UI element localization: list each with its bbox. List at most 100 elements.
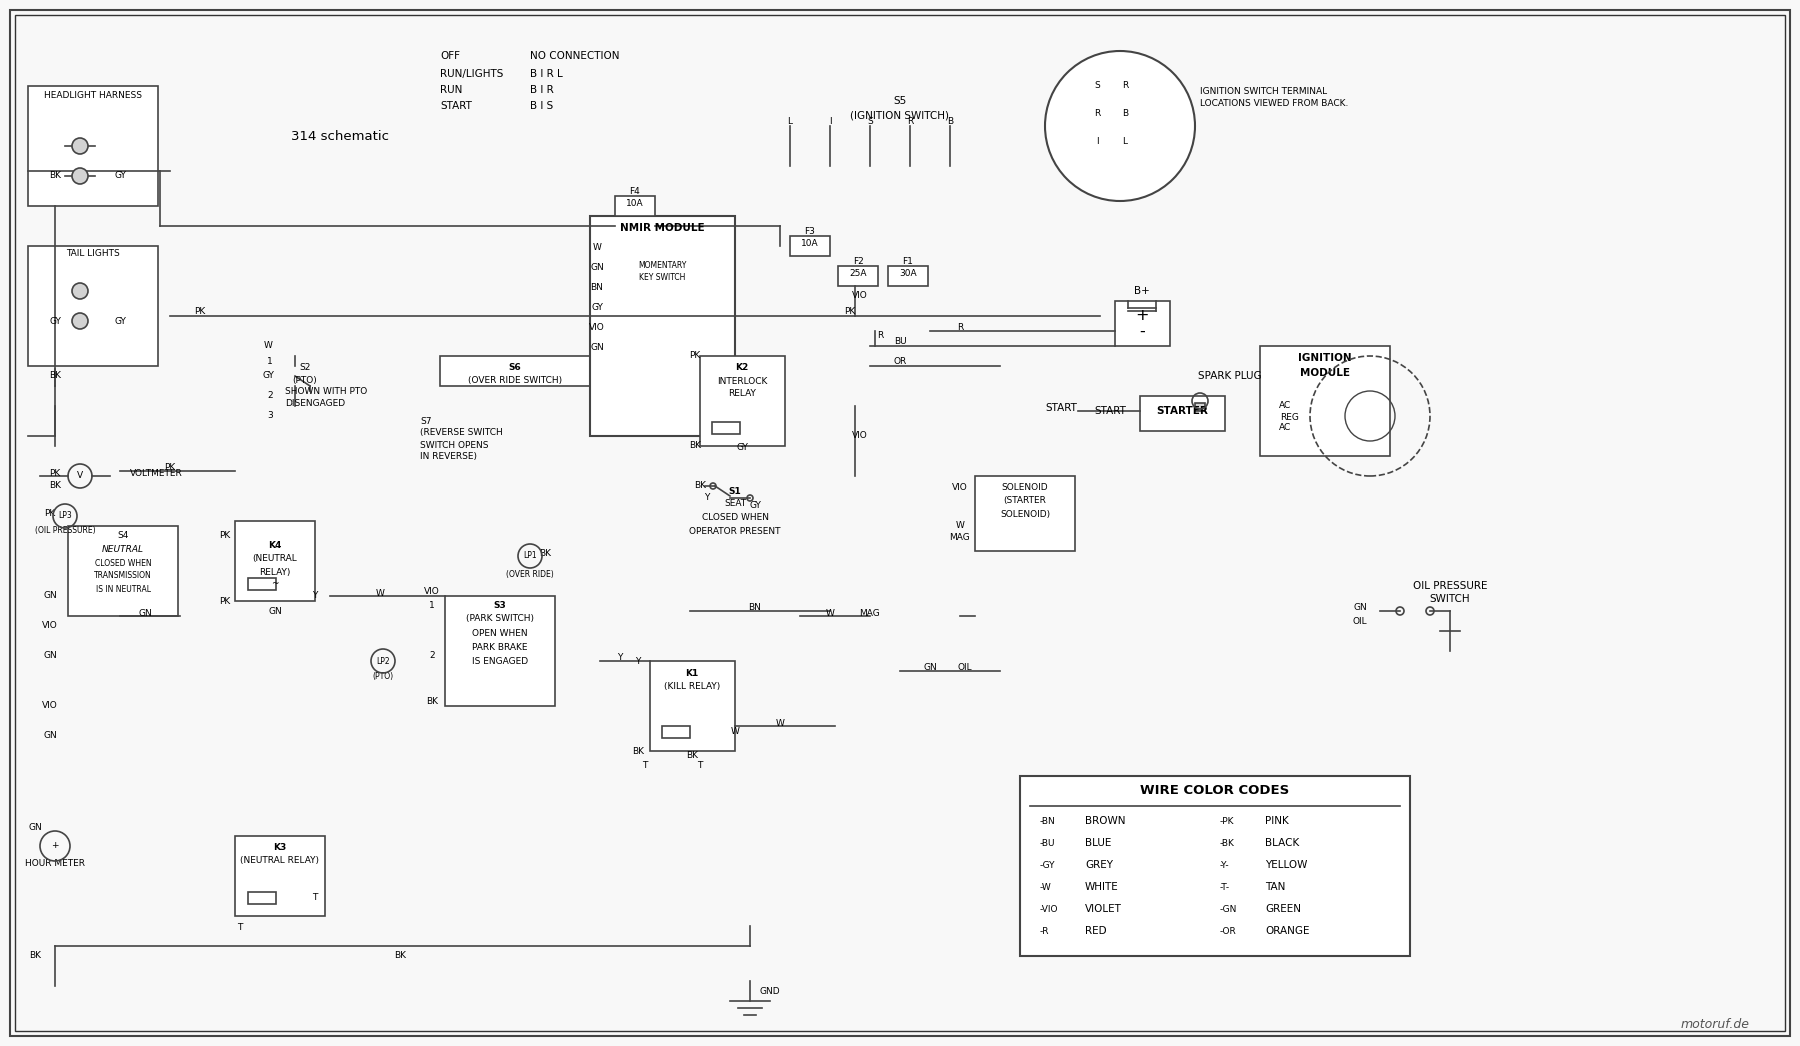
Text: (STARTER: (STARTER — [1004, 497, 1046, 505]
Text: GREY: GREY — [1085, 860, 1112, 870]
Text: SWITCH: SWITCH — [1429, 594, 1471, 604]
Text: GND: GND — [760, 986, 781, 996]
Bar — [887, 266, 929, 286]
Text: BN: BN — [590, 283, 603, 293]
Text: YELLOW: YELLOW — [1265, 860, 1307, 870]
Text: OIL: OIL — [1352, 616, 1368, 626]
Text: IS ENGAGED: IS ENGAGED — [472, 657, 527, 665]
Text: GY: GY — [113, 172, 126, 181]
Text: GN: GN — [1354, 604, 1366, 613]
Text: HOUR METER: HOUR METER — [25, 860, 85, 868]
Text: REG: REG — [1280, 413, 1300, 423]
Text: VIO: VIO — [851, 432, 868, 440]
Text: (PTO): (PTO) — [293, 377, 317, 386]
Text: T: T — [697, 761, 702, 771]
Text: TRANSMISSION: TRANSMISSION — [94, 571, 151, 581]
Text: GN: GN — [43, 731, 58, 741]
Text: W: W — [826, 609, 835, 617]
Text: GY: GY — [263, 371, 274, 381]
Text: GN: GN — [590, 264, 603, 273]
Text: PARK BRAKE: PARK BRAKE — [472, 642, 527, 652]
Text: SHOWN WITH PTO: SHOWN WITH PTO — [284, 387, 367, 395]
Text: B+: B+ — [1134, 286, 1150, 296]
Text: BK: BK — [689, 441, 700, 451]
Bar — [1139, 396, 1226, 431]
Text: MOMENTARY: MOMENTARY — [637, 262, 686, 271]
Text: BN: BN — [749, 604, 761, 613]
Text: -OR: -OR — [1220, 927, 1237, 935]
Text: BLACK: BLACK — [1265, 838, 1300, 848]
Text: SOLENOID: SOLENOID — [1001, 483, 1048, 493]
Text: ~: ~ — [272, 579, 279, 589]
Text: PK: PK — [45, 509, 56, 519]
Text: -GY: -GY — [1040, 861, 1055, 869]
Text: BK: BK — [49, 371, 61, 381]
Text: MAG: MAG — [860, 609, 880, 617]
Text: WHITE: WHITE — [1085, 882, 1120, 892]
Circle shape — [1046, 51, 1195, 201]
Bar — [439, 356, 590, 386]
Text: (NEUTRAL: (NEUTRAL — [252, 554, 297, 564]
Text: +: + — [50, 841, 59, 850]
Text: VIO: VIO — [589, 323, 605, 333]
Text: NO CONNECTION: NO CONNECTION — [529, 51, 619, 61]
Text: GN: GN — [268, 607, 283, 615]
Text: (KILL RELAY): (KILL RELAY) — [664, 682, 720, 690]
Text: R: R — [958, 323, 963, 333]
Bar — [29, 86, 158, 206]
Text: ORANGE: ORANGE — [1265, 926, 1310, 936]
Text: -R: -R — [1040, 927, 1049, 935]
Text: (PTO): (PTO) — [373, 672, 394, 681]
Text: TAIL LIGHTS: TAIL LIGHTS — [67, 250, 121, 258]
Text: VIO: VIO — [41, 621, 58, 631]
Text: -T-: -T- — [1220, 883, 1229, 891]
Text: IN REVERSE): IN REVERSE) — [419, 453, 477, 461]
Text: OIL: OIL — [958, 663, 972, 673]
Text: BK: BK — [49, 172, 61, 181]
Text: OFF: OFF — [439, 51, 461, 61]
Text: KEY SWITCH: KEY SWITCH — [639, 273, 686, 282]
Text: OPEN WHEN: OPEN WHEN — [472, 629, 527, 637]
Text: B I R L: B I R L — [529, 69, 563, 79]
Text: BK: BK — [632, 747, 644, 755]
Text: RUN: RUN — [439, 85, 463, 95]
Bar — [1112, 93, 1138, 108]
Text: SPARK PLUG: SPARK PLUG — [1199, 371, 1262, 381]
Text: CLOSED WHEN: CLOSED WHEN — [95, 559, 151, 568]
Bar — [616, 196, 655, 217]
Text: B I R: B I R — [529, 85, 554, 95]
Text: PINK: PINK — [1265, 816, 1289, 826]
Text: K4: K4 — [268, 542, 281, 550]
Bar — [1085, 121, 1111, 136]
Bar — [1112, 121, 1138, 136]
Bar — [29, 246, 158, 366]
Bar — [590, 217, 734, 436]
Text: GN: GN — [590, 343, 603, 353]
Text: -GN: -GN — [1220, 905, 1237, 913]
Text: I: I — [1096, 136, 1098, 145]
Text: S2: S2 — [299, 364, 311, 372]
Text: GN: GN — [923, 663, 936, 673]
Text: OIL PRESSURE: OIL PRESSURE — [1413, 581, 1487, 591]
Text: K1: K1 — [686, 668, 698, 678]
Text: SEAT: SEAT — [724, 500, 745, 508]
Text: T: T — [238, 924, 243, 932]
Text: 3: 3 — [266, 411, 274, 420]
Text: VIO: VIO — [851, 292, 868, 300]
Text: GY: GY — [590, 303, 603, 313]
Text: GY: GY — [49, 317, 61, 325]
Text: F3: F3 — [805, 227, 815, 235]
Text: W: W — [592, 244, 601, 252]
Text: SOLENOID): SOLENOID) — [1001, 509, 1049, 519]
Text: T: T — [313, 893, 317, 903]
Text: PK: PK — [689, 351, 700, 361]
Text: K2: K2 — [736, 364, 749, 372]
Text: BK: BK — [427, 697, 437, 705]
Text: MAG: MAG — [950, 533, 970, 543]
Text: VIO: VIO — [425, 587, 439, 595]
Text: DISENGAGED: DISENGAGED — [284, 400, 346, 409]
Bar — [1195, 403, 1204, 411]
Text: SWITCH OPENS: SWITCH OPENS — [419, 440, 488, 450]
Bar — [68, 526, 178, 616]
Bar — [248, 892, 275, 904]
